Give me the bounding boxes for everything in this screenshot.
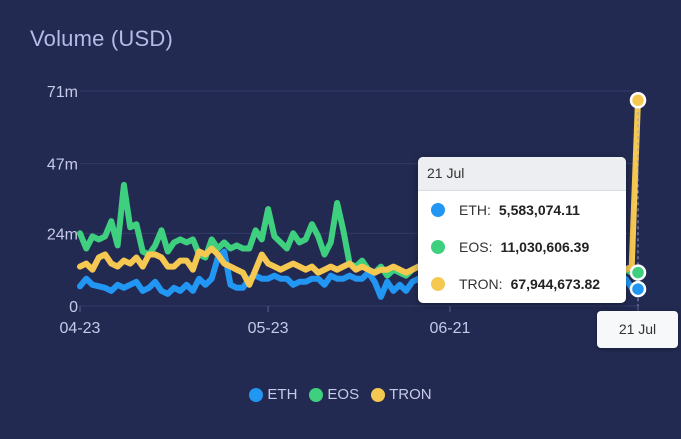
data-tooltip: 21 Jul ETH: 5,583,074.11 EOS: 11,030,606… bbox=[418, 157, 626, 303]
hover-markers bbox=[629, 92, 647, 298]
hover-marker-tron bbox=[629, 92, 647, 109]
tooltip-row-eos: EOS: 11,030,606.39 bbox=[418, 228, 626, 265]
y-axis-ticks: 71m 47m 24m 0 bbox=[47, 84, 78, 316]
chart-title: Volume (USD) bbox=[30, 26, 173, 51]
tooltip-swatch-eos bbox=[431, 239, 445, 254]
hover-marker-eth bbox=[629, 280, 647, 298]
hover-marker-eos bbox=[629, 264, 647, 281]
legend-swatch-eos bbox=[309, 387, 324, 402]
y-tick-label: 24m bbox=[47, 226, 78, 243]
tooltip-name-tron: TRON: bbox=[459, 275, 503, 292]
x-tick-label: 04-23 bbox=[60, 320, 101, 337]
tooltip-value-eth: 5,583,074.11 bbox=[498, 201, 580, 218]
tooltip-row-eth: ETH: 5,583,074.11 bbox=[418, 191, 626, 228]
x-tick-label: 06-21 bbox=[429, 320, 470, 337]
legend-label-tron: TRON bbox=[389, 386, 432, 403]
y-tick-label: 0 bbox=[69, 299, 78, 316]
legend-item-tron[interactable]: TRON bbox=[371, 386, 432, 403]
x-axis-tooltip: 21 Jul bbox=[597, 311, 678, 348]
tooltip-swatch-eth bbox=[431, 202, 445, 217]
legend-label-eos: EOS bbox=[327, 386, 360, 403]
tooltip-swatch-tron bbox=[431, 276, 445, 291]
tooltip-value-tron: 67,944,673.82 bbox=[510, 275, 601, 292]
legend-swatch-tron bbox=[371, 387, 386, 402]
tooltip-value-eos: 11,030,606.39 bbox=[500, 238, 590, 255]
legend-item-eos[interactable]: EOS bbox=[309, 386, 359, 403]
legend-item-eth[interactable]: ETH bbox=[249, 386, 297, 403]
tooltip-date: 21 Jul bbox=[418, 157, 626, 191]
x-tick-label: 05-23 bbox=[248, 320, 289, 337]
legend: ETH EOS TRON bbox=[0, 386, 681, 403]
tooltip-name-eos: EOS: bbox=[459, 238, 493, 255]
legend-swatch-eth bbox=[249, 387, 264, 402]
y-tick-label: 47m bbox=[47, 157, 78, 174]
tooltip-row-tron: TRON: 67,944,673.82 bbox=[418, 265, 626, 302]
y-tick-label: 71m bbox=[47, 84, 78, 101]
legend-label-eth: ETH bbox=[267, 386, 298, 403]
tooltip-name-eth: ETH: bbox=[459, 201, 491, 218]
